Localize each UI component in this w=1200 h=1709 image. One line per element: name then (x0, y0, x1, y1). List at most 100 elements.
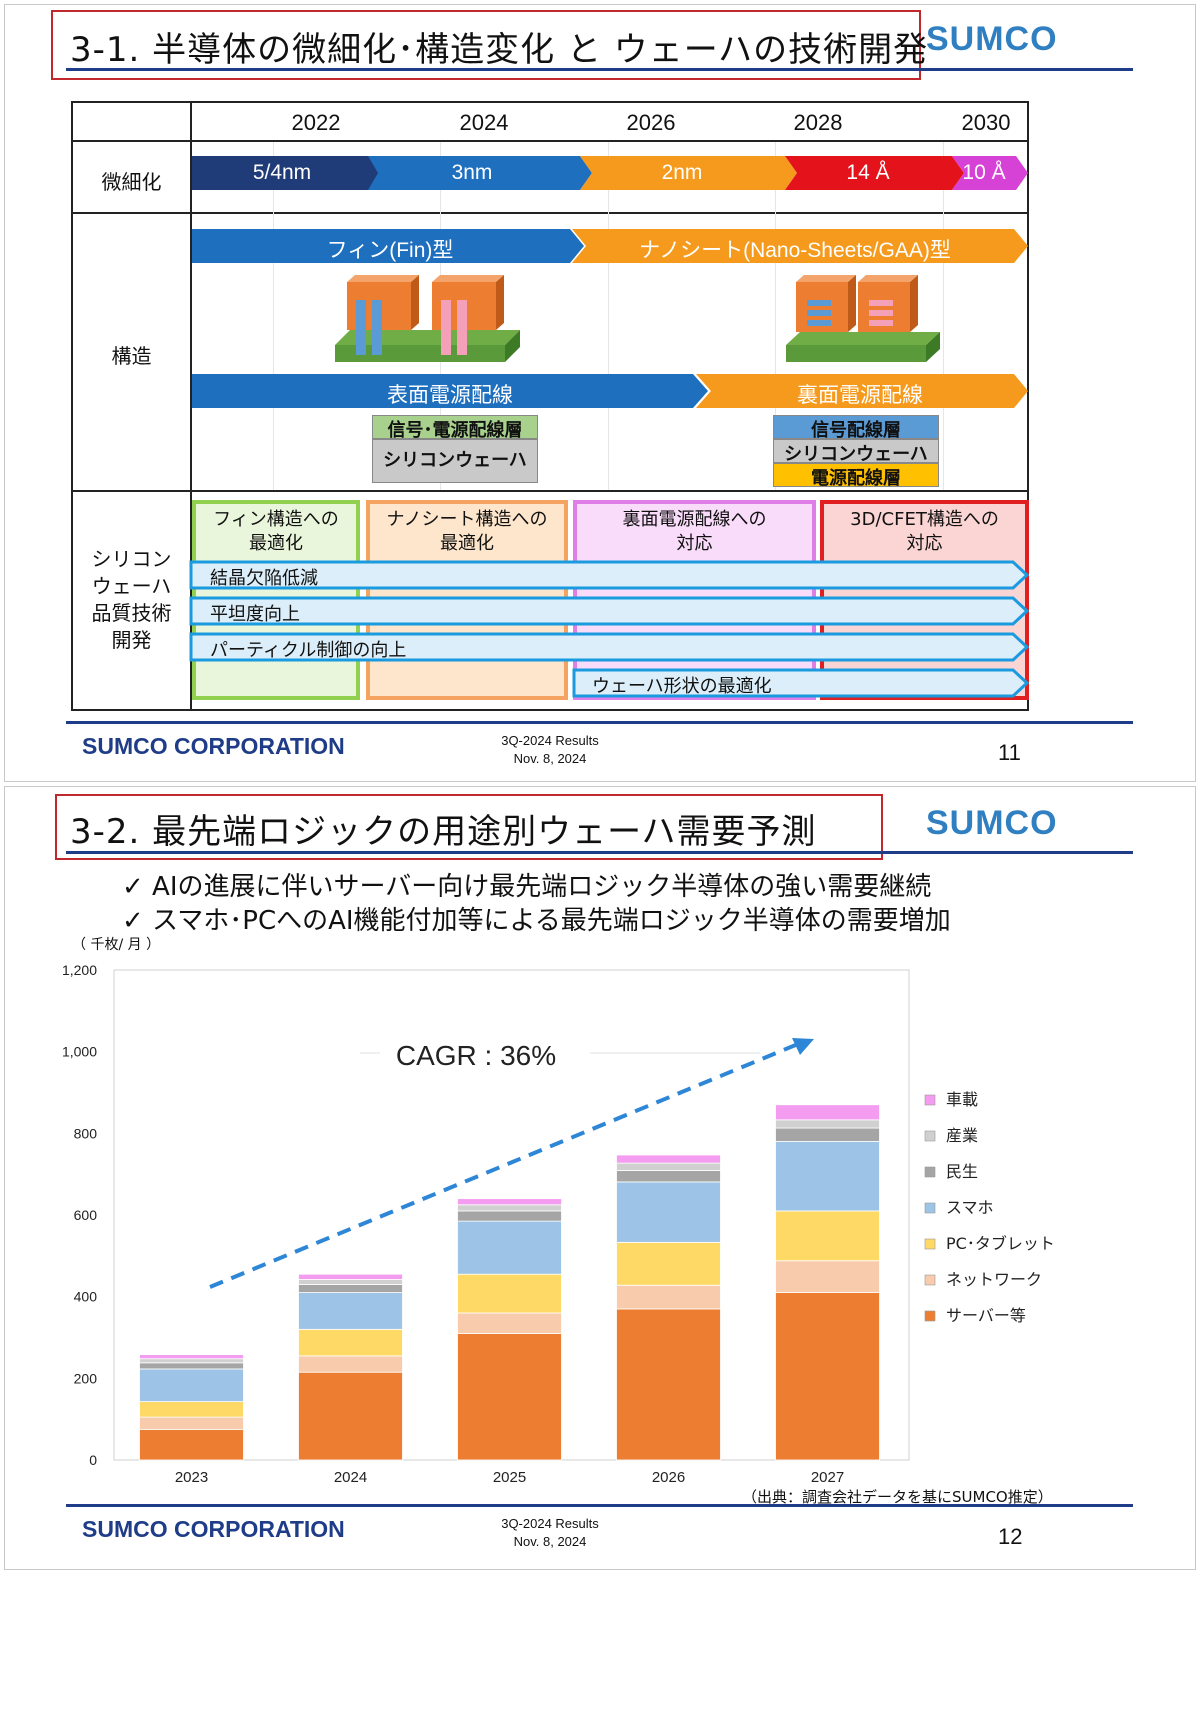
bar-segment (616, 1284, 721, 1310)
chevron-5-4nm (192, 156, 380, 190)
scaling-chevrons (192, 156, 1028, 408)
legend-label: スマホ (946, 1198, 994, 1217)
year-gridline (943, 142, 944, 490)
bar-segment (298, 1273, 403, 1280)
quality-bar-3-label: パーティクル制御の向上 (210, 640, 407, 661)
slide-12-border (4, 786, 1196, 1570)
sumco-logo: SUMCO (926, 804, 1058, 842)
scaling-label: 3nm (451, 161, 493, 184)
chevron-14a (785, 156, 964, 190)
bullet-1: ✓ AIの進展に伴いサーバー向け最先端ロジック半導体の強い需要継続 (122, 872, 932, 902)
back-stack-signal: 信号配線層 (773, 415, 939, 441)
unit-label: （ 千枚/ 月 ） (72, 937, 161, 953)
row-label-quality: シリコン ウェーハ 品質技術 開発 (91, 547, 172, 652)
footer-date: Nov. 8, 2024 (513, 751, 587, 766)
bar-segment (298, 1284, 403, 1293)
quality-bar-1-label: 結晶欠陥低減 (210, 568, 318, 589)
panel-backside-label: 裏面電源配線への 対応 (622, 509, 767, 554)
sumco-logo: SUMCO (926, 20, 1058, 58)
scaling-label: 5/4nm (252, 161, 312, 184)
bar-segment (775, 1292, 880, 1461)
x-tick-label: 2026 (652, 1469, 685, 1486)
page-number: 12 (998, 1524, 1023, 1549)
x-tick-label: 2025 (493, 1469, 526, 1486)
bar-segment (775, 1127, 880, 1142)
bar-segment (775, 1210, 880, 1262)
slide-12-title-box (55, 794, 883, 860)
front-power-label: 表面電源配線 (387, 384, 513, 407)
structure-nanosheet-label: ナノシート(Nano-Sheets/GAA)型 (639, 239, 951, 262)
legend-label: ネットワーク (946, 1270, 1042, 1289)
chevron-2nm (580, 156, 797, 190)
demand-chart: 0 200 400 600 800 1,000 1,200 2023 2024 2025 2026 2… (62, 962, 1055, 1486)
table-col-divider (190, 101, 192, 711)
quality-bar-3 (189, 632, 1030, 662)
footer-date: Nov. 8, 2024 (513, 1534, 587, 1549)
legend-swatch (924, 1130, 936, 1142)
slide-11-title-box (51, 10, 921, 80)
arrow-nanosheet (572, 229, 1028, 263)
chevron-10a (952, 156, 1028, 190)
bar-segment (139, 1354, 244, 1360)
bar-segment (616, 1241, 721, 1286)
bar-segment (298, 1371, 403, 1461)
bar-segment (298, 1279, 403, 1285)
bar-segment (457, 1273, 562, 1314)
slide-11: 3-1. 半導体の微細化･構造変化 と ウェーハの技術開発 SUMCO 2022… (0, 0, 1200, 784)
bar-segment (139, 1428, 244, 1461)
quality-bar-arrows (189, 560, 1030, 698)
x-tick-label: 2024 (334, 1469, 367, 1486)
quality-bar-2 (189, 596, 1030, 626)
table-border-left (71, 101, 73, 711)
slide-12-title-rule (66, 851, 1133, 854)
slide-12-title: 3-2. 最先端ロジックの用途別ウェーハ需要予測 (70, 812, 817, 852)
year-label: 2024 (459, 110, 509, 135)
y-tick-label: 400 (74, 1289, 98, 1305)
trend-arrow-line (209, 1042, 799, 1289)
y-tick-label: 600 (74, 1207, 98, 1223)
legend-swatch (924, 1274, 936, 1286)
footer-corp: SUMCO CORPORATION (82, 733, 345, 759)
legend-swatch (924, 1094, 936, 1106)
year-gridline (273, 142, 274, 490)
bar-segment (616, 1154, 721, 1164)
row-label-structure: 構造 (111, 344, 152, 368)
bar-segment (139, 1416, 244, 1430)
bar-segment (616, 1170, 721, 1183)
legend-label: 民生 (946, 1162, 978, 1181)
y-tick-label: 1,200 (62, 962, 97, 978)
bar-segment (457, 1220, 562, 1275)
front-stack-wafer: シリコンウェーハ (372, 439, 538, 483)
bar-segment (139, 1358, 244, 1364)
cagr-annotation: CAGR : 36% (396, 1040, 556, 1071)
table-border-right (1027, 101, 1029, 711)
scaling-label: 14 Å (846, 161, 890, 184)
quality-bar-1 (189, 560, 1030, 590)
y-tick-label: 200 (74, 1370, 98, 1386)
bar-segment (298, 1292, 403, 1330)
panel-nanosheet-label: ナノシート構造への 最適化 (386, 509, 548, 554)
bar-segment (775, 1119, 880, 1129)
bar-segment (616, 1181, 721, 1243)
x-tick-label: 2023 (175, 1469, 208, 1486)
bar-segment (457, 1198, 562, 1206)
bar-segment (616, 1162, 721, 1171)
table-border-bottom (71, 709, 1029, 711)
year-label: 2030 (961, 110, 1011, 135)
year-gridline (775, 142, 776, 490)
slide-12: 3-2. 最先端ロジックの用途別ウェーハ需要予測 SUMCO ✓ AIの進展に伴… (0, 784, 1200, 1709)
quality-bar-4-label: ウェーハ形状の最適化 (592, 676, 772, 697)
legend-swatch (924, 1202, 936, 1214)
back-stack-power: 電源配線層 (773, 463, 939, 489)
bar-segment (457, 1210, 562, 1222)
legend-swatch (924, 1166, 936, 1178)
footer-results: 3Q-2024 Results (501, 1516, 599, 1531)
slide-12-footer-rule (66, 1504, 1133, 1507)
bar-segment (775, 1141, 880, 1212)
bullet-2: ✓ スマホ･PCへのAI機能付加等による最先端ロジック半導体の需要増加 (122, 906, 951, 936)
bar-segment (457, 1312, 562, 1334)
arrow-fin (192, 229, 584, 263)
table-row-divider-1 (71, 140, 1029, 142)
back-power-label: 裏面電源配線 (797, 384, 923, 407)
bar-segment (298, 1355, 403, 1373)
